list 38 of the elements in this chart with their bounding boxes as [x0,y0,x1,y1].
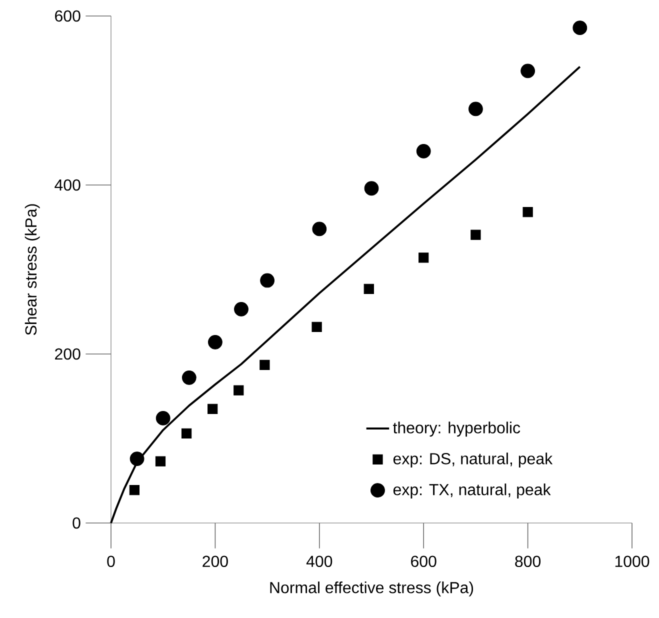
point [312,322,322,332]
point [182,370,196,385]
point [468,102,483,116]
y-tick-label: 600 [55,10,80,22]
point [470,230,481,240]
point [520,64,536,78]
point [129,484,140,496]
point [312,222,327,236]
y-tick-label: 200 [55,348,80,360]
y-axis-title: Shear stress (kPa) [24,204,40,336]
x-tick-label: 0 [107,556,115,568]
x-tick-label: 600 [411,556,436,568]
point [234,302,248,316]
x-tick-label: 1000 [615,556,650,568]
point [181,428,192,438]
x-axis-title: Normal effective stress (kPa) [270,582,474,596]
point [130,452,144,466]
point [522,206,533,218]
point [260,273,275,288]
point [260,360,270,370]
point [208,404,218,414]
y-tick-label: 400 [54,179,80,191]
point [364,181,379,196]
point [572,20,588,36]
legend-label: exp: TX, natural, peak [393,484,551,498]
x-tick-label: 800 [515,556,541,568]
point [364,284,374,294]
point [155,456,166,466]
point [156,411,170,426]
legend-label: exp: DS, natural, peak [393,452,553,468]
legend-label: theory: hyperbolic [393,422,520,437]
point [234,385,244,396]
point [208,334,222,350]
y-tick-label: 0 [72,517,80,529]
x-tick-label: 400 [306,556,332,568]
point [418,252,429,263]
point [416,144,431,158]
x-tick-label: 200 [202,556,228,568]
